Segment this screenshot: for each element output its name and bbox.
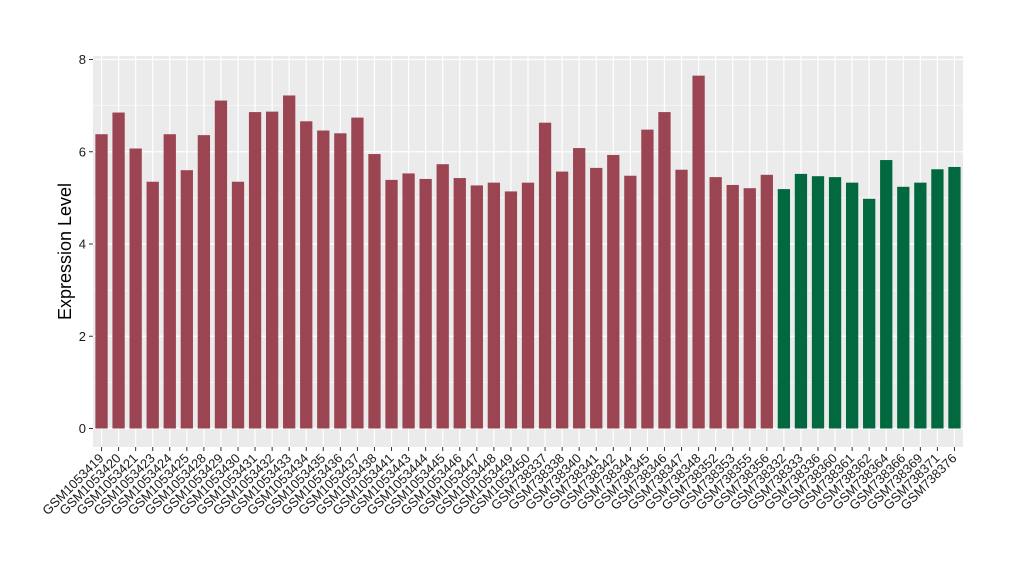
bar-GSM738344 (624, 175, 637, 429)
bar-GSM738348 (692, 75, 705, 429)
bar-GSM738346 (658, 112, 671, 429)
bar-GSM738347 (675, 169, 688, 429)
bar-GSM738352 (709, 177, 722, 429)
bar-GSM738355 (743, 188, 756, 429)
bar-GSM738333 (794, 173, 808, 429)
bar-GSM1053424 (163, 134, 176, 429)
bar-GSM738376 (948, 166, 961, 429)
bar-GSM1053420 (112, 112, 125, 429)
bar-GSM1053431 (248, 112, 262, 429)
bar-GSM1053437 (351, 117, 364, 429)
bar-GSM738332 (777, 189, 791, 429)
bar-GSM1053438 (368, 154, 381, 429)
bar-GSM1053450 (521, 182, 535, 429)
bar-GSM1053425 (180, 170, 193, 429)
bar-GSM1053441 (385, 179, 398, 429)
bar-GSM1053434 (300, 121, 313, 429)
bar-GSM738342 (607, 154, 620, 429)
y-tick-label: 8 (79, 52, 86, 67)
bar-GSM1053432 (265, 111, 279, 429)
bar-GSM738338 (555, 171, 569, 429)
bar-GSM738362 (863, 198, 876, 429)
y-tick-label: 0 (79, 421, 86, 436)
bar-GSM738356 (760, 174, 773, 429)
bar-GSM738361 (845, 182, 859, 429)
bar-GSM738337 (538, 122, 552, 429)
bar-GSM1053433 (283, 95, 296, 429)
bar-GSM1053446 (453, 178, 466, 429)
bar-GSM1053430 (231, 181, 245, 429)
bar-GSM1053428 (197, 135, 211, 429)
y-tick-label: 4 (79, 237, 86, 252)
y-axis: 0 2 4 6 8 (79, 52, 93, 436)
bar-GSM1053429 (214, 100, 228, 429)
bar-GSM738340 (573, 148, 586, 429)
bar-GSM1053435 (317, 130, 330, 429)
bar-GSM738360 (828, 177, 842, 429)
y-tick-label: 6 (79, 144, 86, 159)
bar-GSM738366 (897, 186, 910, 429)
bar-GSM1053423 (146, 181, 159, 429)
bar-GSM1053436 (334, 133, 347, 429)
bar-GSM1053449 (504, 191, 518, 429)
bar-GSM1053443 (402, 173, 415, 429)
bar-GSM738369 (914, 182, 927, 429)
bar-GSM1053445 (436, 164, 449, 429)
bar-GSM738336 (811, 176, 825, 429)
bar-GSM738371 (931, 169, 944, 429)
bar-GSM1053448 (487, 182, 501, 429)
bars (95, 75, 961, 429)
bar-GSM1053421 (129, 148, 142, 429)
bar-GSM738341 (590, 167, 603, 429)
y-tick-label: 2 (79, 329, 86, 344)
y-axis-title: Expression Level (55, 183, 75, 320)
bar-GSM1053444 (419, 178, 432, 429)
x-axis: GSM1053419GSM1053420GSM1053421GSM1053423… (39, 447, 960, 518)
bar-GSM1053419 (95, 134, 108, 429)
bar-GSM738345 (641, 129, 654, 429)
bar-GSM738353 (726, 184, 739, 429)
bar-GSM738364 (880, 160, 893, 429)
bar-GSM1053447 (470, 185, 483, 429)
